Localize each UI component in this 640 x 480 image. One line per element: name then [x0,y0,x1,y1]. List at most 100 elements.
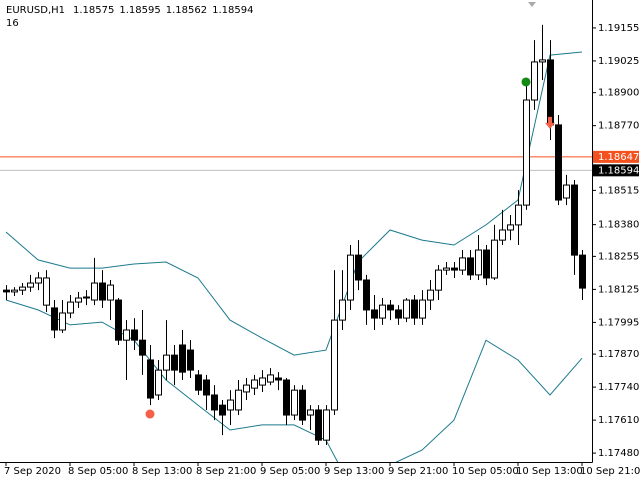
candle-body [227,399,234,411]
candle-body [147,359,154,399]
plot-area [0,24,592,462]
candle-body [307,409,314,416]
chart-header: EURUSD,H1 1.18575 1.18595 1.18562 1.18594 [6,5,253,16]
candle-body [107,284,114,301]
candle-body [171,354,178,371]
candle-body [467,257,474,276]
x-tick-label: 10 Sep 21:00 [580,466,640,477]
candle-body [179,344,186,373]
candle-body [459,257,466,271]
quote-open: 1.18575 [73,5,114,16]
quote-low: 1.18562 [166,5,207,16]
candle-body [403,299,410,319]
bollinger-upper [5,51,583,356]
candle-body [571,184,578,256]
candle-body [251,379,258,389]
candle-body [11,289,18,293]
candle-body [339,299,346,321]
candle-body [355,254,362,281]
price-label: 1.18647 [598,152,639,163]
candle-body [91,282,98,301]
candle-body [43,277,50,306]
x-tick-label: 10 Sep 13:00 [516,466,583,477]
candle-body [235,389,242,411]
candle-body [483,249,490,279]
y-tick-label: 1.17610 [598,415,639,426]
candle-body [531,61,538,101]
candle-body [195,374,202,391]
x-tick-label: 9 Sep 05:00 [260,466,320,477]
candle-body [3,289,10,293]
x-tick-label: 9 Sep 21:00 [388,466,448,477]
candle-body [523,99,530,206]
x-tick-label: 10 Sep 05:00 [452,466,519,477]
candle-body [363,279,370,311]
candle-body [19,286,26,291]
candle-body [131,329,138,341]
candle-body [387,304,394,311]
candle-body [491,239,498,279]
quote-high: 1.18595 [119,5,160,16]
x-tick-label: 8 Sep 13:00 [132,466,192,477]
candle-body [259,377,266,386]
candle-body [83,296,90,299]
candle-body [203,379,210,396]
candle-body [123,329,130,341]
candle-body [411,299,418,319]
y-tick-label: 1.17870 [598,349,639,360]
signal-arrow [545,116,555,129]
candle-body [371,309,378,319]
candle-body [99,282,106,301]
candle-body [187,349,194,371]
candle-body [579,254,586,289]
candle-body [451,267,458,271]
candle-body [275,377,282,381]
axes: 1.19155 1.19025 1.18900 1.18770 1.18515 1.183… [4,23,640,477]
candle-body [243,384,250,393]
symbol: EURUSD,H1 [6,5,65,16]
shift-marker [528,2,536,7]
y-tick-label: 1.18255 [598,251,639,262]
candle-body [211,394,218,411]
candle-body [563,184,570,199]
candle-body [139,339,146,356]
signal-dot [521,77,531,87]
y-tick-label: 1.19155 [598,23,639,34]
candle-body [299,389,306,421]
y-tick-label: 1.17995 [598,317,639,328]
candle-body [547,59,554,126]
candle-body [283,379,290,416]
candle-body [315,409,322,441]
x-tick-label: 8 Sep 21:00 [196,466,256,477]
candle-body [267,374,274,383]
candle-body [555,124,562,201]
candle-body [291,389,298,416]
candle-body [347,254,354,301]
y-tick-label: 1.19025 [598,56,639,67]
signal-dot [145,409,155,419]
candle-body [163,354,170,371]
y-tick-label: 1.18770 [598,121,639,132]
y-tick-label: 1.18900 [598,88,639,99]
candle-body [27,282,34,288]
bollinger-lower [5,299,583,462]
candle-body [219,404,226,416]
price-label-box [593,164,639,177]
candle-body [115,299,122,341]
candle-body [475,249,482,276]
candle-body [59,312,66,331]
candle-body [323,409,330,441]
x-tick-label: 9 Sep 13:00 [324,466,384,477]
price-label-box [593,150,639,163]
candle-body [75,297,82,303]
candle-body [379,304,386,319]
y-tick-label: 1.17480 [598,448,639,459]
candle-body [499,229,506,241]
candle-body [539,59,546,63]
quote-close: 1.18594 [212,5,253,16]
candle-body [395,309,402,319]
candle-body [35,277,42,284]
candle-body [51,307,58,331]
